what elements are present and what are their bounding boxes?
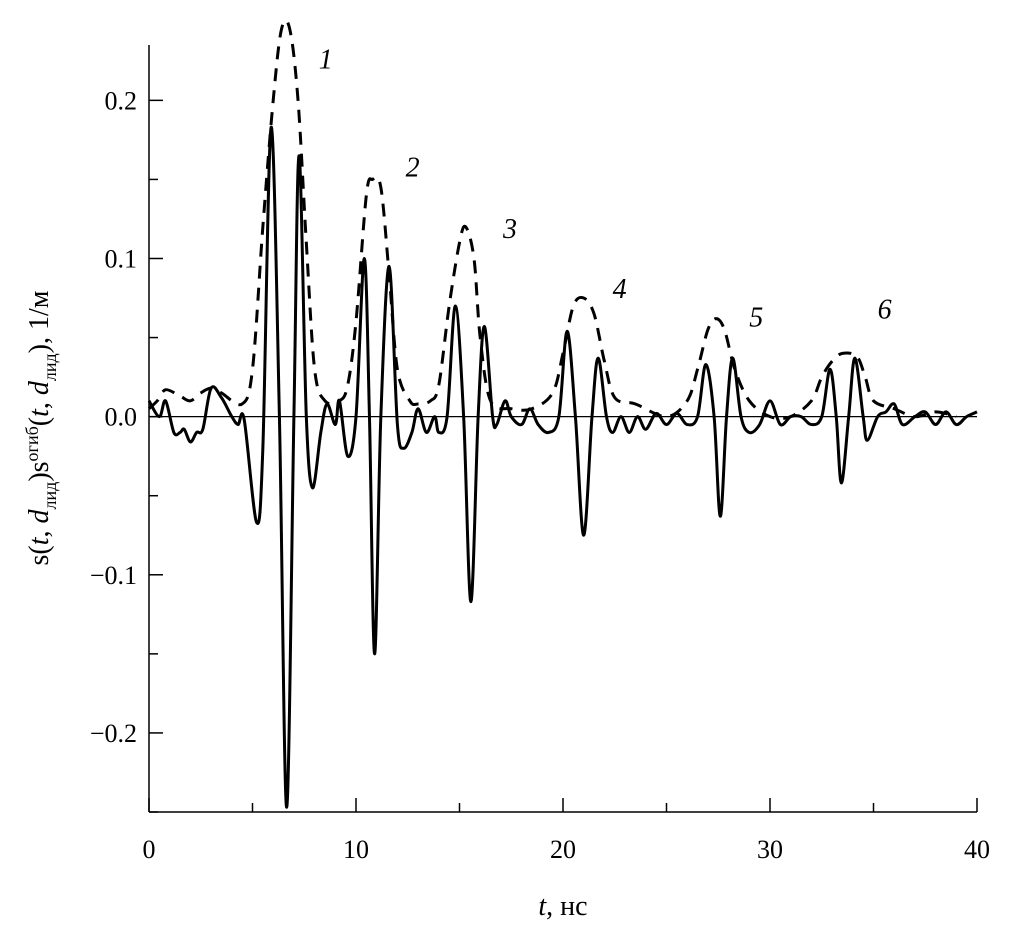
series-signal-solid bbox=[147, 125, 978, 809]
x-tick-label: 10 bbox=[343, 835, 369, 864]
x-tick-label: 30 bbox=[757, 835, 783, 864]
curve-label: 1 bbox=[319, 45, 333, 76]
y-tick-label: −0.1 bbox=[90, 561, 137, 590]
y-tick-label: 0.0 bbox=[105, 403, 138, 432]
y-tick-label: 0.2 bbox=[105, 86, 138, 115]
x-tick-label: 40 bbox=[964, 835, 990, 864]
y-tick-label: 0.1 bbox=[105, 244, 138, 273]
curve-label: 6 bbox=[878, 295, 892, 326]
curve-label: 4 bbox=[613, 274, 627, 305]
x-axis-label: t, нс bbox=[538, 891, 587, 922]
curve-label: 3 bbox=[502, 214, 517, 245]
x-tick-label: 0 bbox=[143, 835, 156, 864]
series-envelope-dashed bbox=[147, 18, 957, 421]
series-group bbox=[147, 18, 978, 809]
x-tick-label: 20 bbox=[550, 835, 576, 864]
y-axis-label: s(t, dлид)sогиб(t, dлид), 1/м bbox=[22, 290, 60, 565]
curve-label: 5 bbox=[749, 302, 763, 333]
annotations: 1 2 3 4 5 6 bbox=[319, 45, 892, 334]
curve-label: 2 bbox=[406, 152, 420, 183]
axes: 0 10 20 30 40 −0.2 −0.1 0.0 0.1 0.2 bbox=[90, 45, 990, 864]
y-tick-label: −0.2 bbox=[90, 719, 137, 748]
